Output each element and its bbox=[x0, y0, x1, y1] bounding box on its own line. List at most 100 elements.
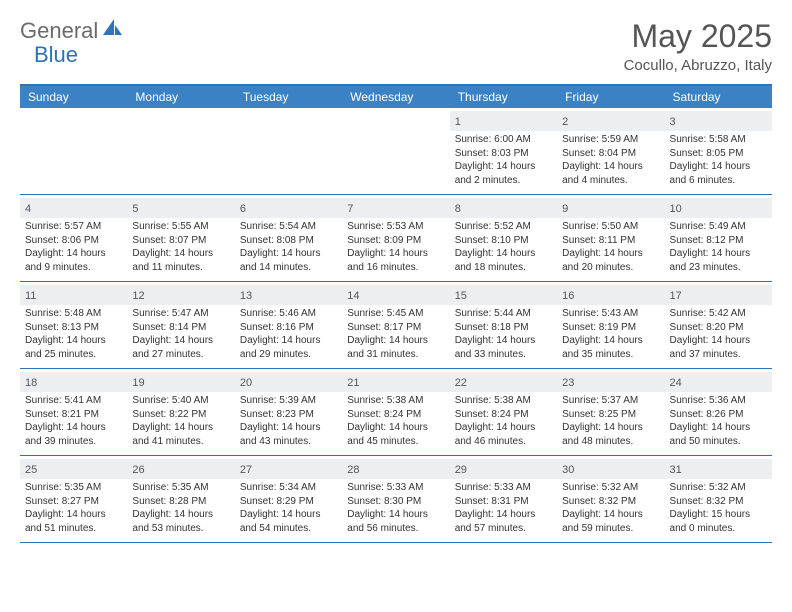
cell-line: Sunrise: 5:33 AM bbox=[455, 481, 552, 495]
daynum-row: 30 bbox=[557, 459, 664, 479]
daynum-row: 6 bbox=[235, 198, 342, 218]
day-number: 9 bbox=[562, 203, 568, 215]
day-number: 8 bbox=[455, 203, 461, 215]
cell-details: Sunrise: 5:42 AMSunset: 8:20 PMDaylight:… bbox=[670, 307, 767, 361]
cell-line: Daylight: 14 hours bbox=[562, 247, 659, 261]
cell-line: Sunrise: 5:35 AM bbox=[25, 481, 122, 495]
day-number: 10 bbox=[670, 203, 682, 215]
daynum-row: 3 bbox=[665, 111, 772, 131]
calendar-cell bbox=[342, 108, 449, 194]
day-number: 5 bbox=[132, 203, 138, 215]
cell-line: Sunrise: 5:39 AM bbox=[240, 394, 337, 408]
cell-line: Daylight: 14 hours bbox=[347, 508, 444, 522]
day-number: 29 bbox=[455, 464, 467, 476]
cell-line: Sunset: 8:32 PM bbox=[670, 495, 767, 509]
cell-details: Sunrise: 5:58 AMSunset: 8:05 PMDaylight:… bbox=[670, 133, 767, 187]
cell-line: Daylight: 14 hours bbox=[132, 421, 229, 435]
cell-line: Sunset: 8:03 PM bbox=[455, 147, 552, 161]
cell-line: Sunset: 8:24 PM bbox=[347, 408, 444, 422]
cell-line: Sunset: 8:23 PM bbox=[240, 408, 337, 422]
day-number: 20 bbox=[240, 377, 252, 389]
cell-line: and 33 minutes. bbox=[455, 348, 552, 362]
cell-line: and 23 minutes. bbox=[670, 261, 767, 275]
week-row: 11Sunrise: 5:48 AMSunset: 8:13 PMDayligh… bbox=[20, 282, 772, 369]
cell-line: and 37 minutes. bbox=[670, 348, 767, 362]
calendar-cell: 28Sunrise: 5:33 AMSunset: 8:30 PMDayligh… bbox=[342, 456, 449, 542]
cell-line: Sunrise: 5:42 AM bbox=[670, 307, 767, 321]
cell-line: Daylight: 14 hours bbox=[25, 508, 122, 522]
daynum-row: 22 bbox=[450, 372, 557, 392]
cell-line: Sunset: 8:06 PM bbox=[25, 234, 122, 248]
day-number: 11 bbox=[25, 290, 36, 302]
cell-line: Sunset: 8:08 PM bbox=[240, 234, 337, 248]
cell-line: and 4 minutes. bbox=[562, 174, 659, 188]
cell-line: and 54 minutes. bbox=[240, 522, 337, 536]
cell-details: Sunrise: 5:46 AMSunset: 8:16 PMDaylight:… bbox=[240, 307, 337, 361]
cell-line: Sunset: 8:21 PM bbox=[25, 408, 122, 422]
cell-line: and 50 minutes. bbox=[670, 435, 767, 449]
cell-line: Sunrise: 5:48 AM bbox=[25, 307, 122, 321]
calendar-cell: 19Sunrise: 5:40 AMSunset: 8:22 PMDayligh… bbox=[127, 369, 234, 455]
week-row: 1Sunrise: 6:00 AMSunset: 8:03 PMDaylight… bbox=[20, 108, 772, 195]
cell-line: Daylight: 14 hours bbox=[670, 247, 767, 261]
cell-line: and 59 minutes. bbox=[562, 522, 659, 536]
daynum-row: 17 bbox=[665, 285, 772, 305]
cell-line: Sunset: 8:05 PM bbox=[670, 147, 767, 161]
cell-line: and 31 minutes. bbox=[347, 348, 444, 362]
calendar-cell: 6Sunrise: 5:54 AMSunset: 8:08 PMDaylight… bbox=[235, 195, 342, 281]
dayname: Wednesday bbox=[342, 86, 449, 108]
cell-line: and 45 minutes. bbox=[347, 435, 444, 449]
cell-details: Sunrise: 5:41 AMSunset: 8:21 PMDaylight:… bbox=[25, 394, 122, 448]
calendar-cell: 24Sunrise: 5:36 AMSunset: 8:26 PMDayligh… bbox=[665, 369, 772, 455]
cell-details: Sunrise: 5:47 AMSunset: 8:14 PMDaylight:… bbox=[132, 307, 229, 361]
cell-line: Sunrise: 5:58 AM bbox=[670, 133, 767, 147]
cell-line: Sunset: 8:25 PM bbox=[562, 408, 659, 422]
day-number: 27 bbox=[240, 464, 252, 476]
calendar-cell: 11Sunrise: 5:48 AMSunset: 8:13 PMDayligh… bbox=[20, 282, 127, 368]
calendar-cell: 1Sunrise: 6:00 AMSunset: 8:03 PMDaylight… bbox=[450, 108, 557, 194]
daynum-row: 20 bbox=[235, 372, 342, 392]
day-number: 3 bbox=[670, 116, 676, 128]
cell-line: Sunrise: 5:34 AM bbox=[240, 481, 337, 495]
cell-line: Sunset: 8:07 PM bbox=[132, 234, 229, 248]
cell-line: Daylight: 14 hours bbox=[670, 334, 767, 348]
cell-details: Sunrise: 5:36 AMSunset: 8:26 PMDaylight:… bbox=[670, 394, 767, 448]
cell-line: Daylight: 14 hours bbox=[240, 508, 337, 522]
cell-line: Sunset: 8:28 PM bbox=[132, 495, 229, 509]
dayname: Friday bbox=[557, 86, 664, 108]
daynum-row: 19 bbox=[127, 372, 234, 392]
cell-details: Sunrise: 6:00 AMSunset: 8:03 PMDaylight:… bbox=[455, 133, 552, 187]
cell-details: Sunrise: 5:49 AMSunset: 8:12 PMDaylight:… bbox=[670, 220, 767, 274]
cell-line: Sunrise: 5:57 AM bbox=[25, 220, 122, 234]
cell-line: Daylight: 14 hours bbox=[347, 247, 444, 261]
calendar-cell: 22Sunrise: 5:38 AMSunset: 8:24 PMDayligh… bbox=[450, 369, 557, 455]
daynum-row: 14 bbox=[342, 285, 449, 305]
calendar-cell: 4Sunrise: 5:57 AMSunset: 8:06 PMDaylight… bbox=[20, 195, 127, 281]
cell-line: Daylight: 14 hours bbox=[240, 334, 337, 348]
cell-line: Sunrise: 6:00 AM bbox=[455, 133, 552, 147]
cell-line: Sunrise: 5:32 AM bbox=[670, 481, 767, 495]
day-number: 30 bbox=[562, 464, 574, 476]
cell-details: Sunrise: 5:32 AMSunset: 8:32 PMDaylight:… bbox=[670, 481, 767, 535]
daynum-row: 4 bbox=[20, 198, 127, 218]
cell-line: Sunrise: 5:43 AM bbox=[562, 307, 659, 321]
title-block: May 2025 Cocullo, Abruzzo, Italy bbox=[624, 18, 772, 74]
cell-details: Sunrise: 5:44 AMSunset: 8:18 PMDaylight:… bbox=[455, 307, 552, 361]
cell-line: Sunrise: 5:49 AM bbox=[670, 220, 767, 234]
cell-details: Sunrise: 5:34 AMSunset: 8:29 PMDaylight:… bbox=[240, 481, 337, 535]
dayname: Tuesday bbox=[235, 86, 342, 108]
cell-details: Sunrise: 5:35 AMSunset: 8:28 PMDaylight:… bbox=[132, 481, 229, 535]
daynum-row: 10 bbox=[665, 198, 772, 218]
cell-line: Sunrise: 5:54 AM bbox=[240, 220, 337, 234]
day-number: 23 bbox=[562, 377, 574, 389]
cell-line: Sunrise: 5:32 AM bbox=[562, 481, 659, 495]
daynum-row: 28 bbox=[342, 459, 449, 479]
cell-line: and 57 minutes. bbox=[455, 522, 552, 536]
logo-sail-icon bbox=[101, 17, 123, 37]
cell-line: Daylight: 14 hours bbox=[455, 421, 552, 435]
calendar-cell: 9Sunrise: 5:50 AMSunset: 8:11 PMDaylight… bbox=[557, 195, 664, 281]
calendar: Sunday Monday Tuesday Wednesday Thursday… bbox=[20, 84, 772, 543]
cell-line: Daylight: 14 hours bbox=[132, 247, 229, 261]
cell-details: Sunrise: 5:33 AMSunset: 8:30 PMDaylight:… bbox=[347, 481, 444, 535]
cell-line: Sunset: 8:19 PM bbox=[562, 321, 659, 335]
